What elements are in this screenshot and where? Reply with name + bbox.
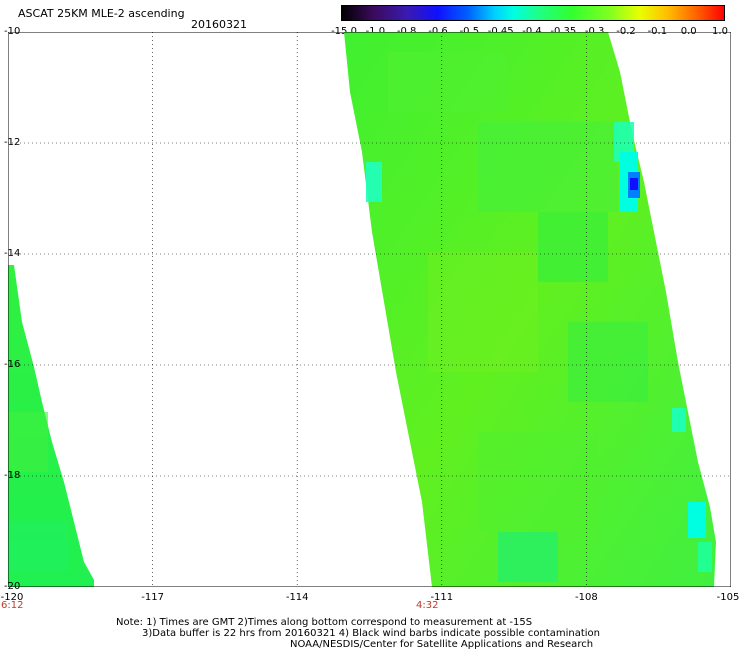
note-line-1: Note: 1) Times are GMT 2)Times along bot… — [116, 617, 533, 628]
product-date: 20160321 — [191, 18, 247, 31]
longitude-label: -120 — [0, 592, 24, 603]
latitude-label: -12 — [4, 137, 21, 148]
note-line-2: 3)Data buffer is 22 hrs from 20160321 4)… — [142, 628, 600, 639]
longitude-label: -114 — [285, 592, 309, 603]
left-swath — [8, 265, 94, 587]
latitude-label: -18 — [4, 470, 21, 481]
note-line-3: NOAA/NESDIS/Center for Satellite Applica… — [290, 639, 594, 650]
latitude-label: -14 — [4, 248, 21, 259]
latitude-label: -16 — [4, 359, 21, 370]
time-label-left: 6:12 — [1, 600, 24, 611]
product-title: ASCAT 25KM MLE-2 ascending — [18, 7, 185, 20]
latitude-label: -10 — [4, 26, 21, 37]
longitude-label: -117 — [141, 592, 164, 603]
map-canvas — [8, 32, 731, 587]
longitude-label: -105 — [716, 592, 740, 603]
latitude-label: -20 — [4, 581, 21, 592]
wind-map — [8, 32, 731, 587]
time-label-center: 4:32 — [416, 600, 439, 611]
colorbar — [341, 5, 725, 21]
longitude-label: -111 — [430, 592, 454, 603]
longitude-label: -108 — [575, 592, 598, 603]
